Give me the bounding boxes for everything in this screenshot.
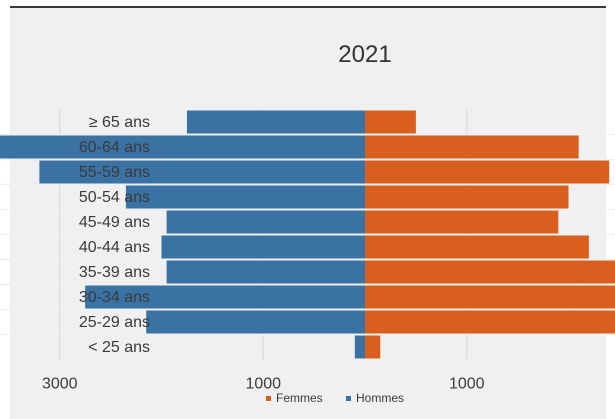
bar-hommes-2 <box>39 160 366 184</box>
chart-title: 2021 <box>338 41 391 68</box>
category-label: 40-44 ans <box>79 239 150 256</box>
bar-femmes-6 <box>365 260 615 284</box>
legend-label-femmes: Femmes <box>276 391 323 405</box>
bar-layer <box>0 110 615 359</box>
bar-hommes-8 <box>146 310 365 334</box>
legend-swatch-hommes <box>346 396 351 401</box>
bar-femmes-9 <box>365 335 381 359</box>
category-label: 50-54 ans <box>79 189 150 206</box>
category-label: < 25 ans <box>88 339 150 356</box>
bar-femmes-4 <box>365 210 559 234</box>
legend-label-hommes: Hommes <box>356 391 404 405</box>
x-tick-label: 3000 <box>42 376 78 393</box>
category-label: 55-59 ans <box>79 164 150 181</box>
bar-hommes-9 <box>354 335 365 359</box>
category-label: 60-64 ans <box>79 139 150 156</box>
x-tick-label: 1000 <box>245 376 281 393</box>
bar-femmes-2 <box>365 160 610 184</box>
bar-hommes-7 <box>85 285 365 309</box>
category-label: 35-39 ans <box>79 264 150 281</box>
bar-hommes-3 <box>125 185 365 209</box>
bar-hommes-4 <box>166 210 365 234</box>
category-label: ≥ 65 ans <box>89 114 150 131</box>
category-label: 25-29 ans <box>79 314 150 331</box>
x-axis-tick-layer: 500030001000100030005000 <box>42 376 485 393</box>
category-label: 45-49 ans <box>79 214 150 231</box>
bar-femmes-8 <box>365 310 615 334</box>
bar-femmes-7 <box>365 285 615 309</box>
bar-femmes-5 <box>365 235 589 259</box>
bar-femmes-0 <box>365 110 416 134</box>
x-tick-label: 1000 <box>449 376 485 393</box>
category-label: 30-34 ans <box>79 289 150 306</box>
category-label-layer: ≥ 65 ans 60-64 ans 55-59 ans 50-54 ans 45-49… <box>79 114 150 356</box>
bar-hommes-0 <box>186 110 365 134</box>
legend: Femmes Hommes <box>266 391 404 405</box>
bar-hommes-6 <box>166 260 365 284</box>
bar-hommes-1 <box>0 135 365 159</box>
bar-hommes-5 <box>161 235 365 259</box>
legend-swatch-femmes <box>266 396 271 401</box>
bar-femmes-3 <box>365 185 569 209</box>
bar-femmes-1 <box>365 135 579 159</box>
